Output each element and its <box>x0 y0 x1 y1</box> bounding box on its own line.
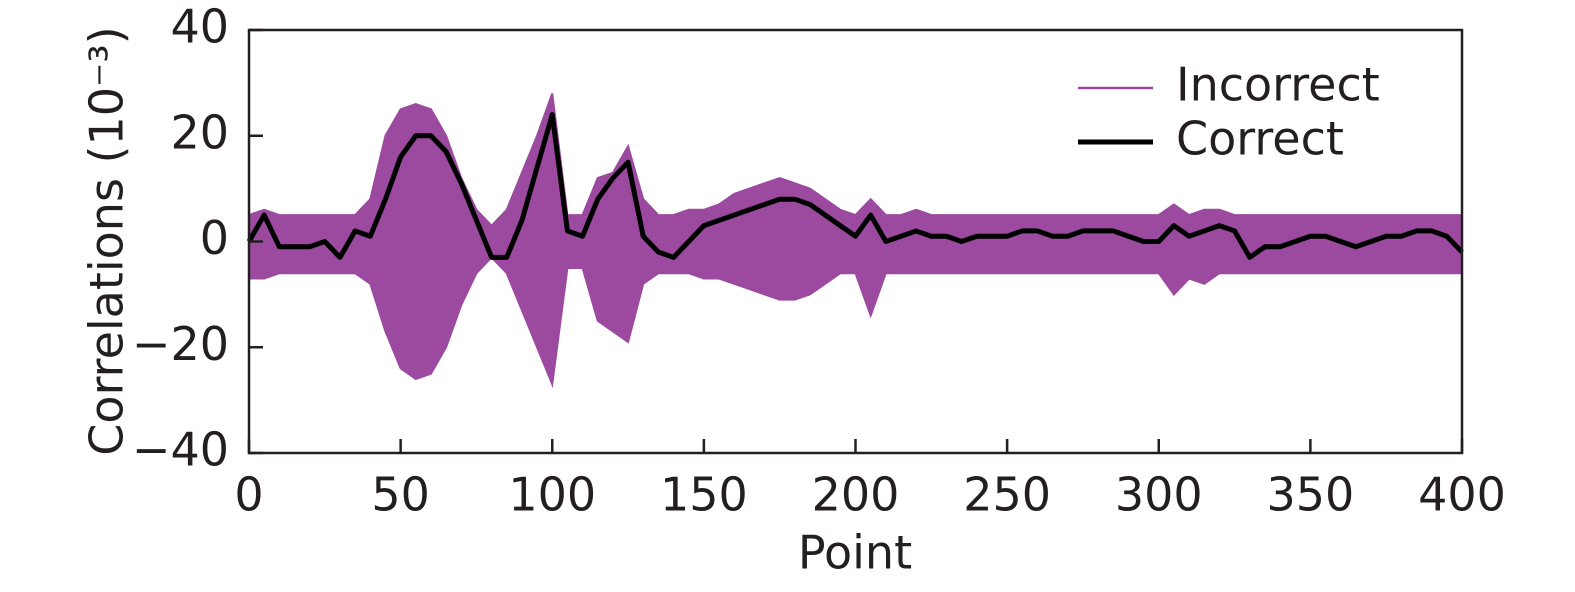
x-tick-label: 400 <box>1418 468 1506 522</box>
x-tick-label: 300 <box>1115 468 1203 522</box>
y-tick-label: −40 <box>132 423 229 477</box>
line <box>246 112 1464 260</box>
x-tick-label: 50 <box>371 468 430 522</box>
x-tick-label: 350 <box>1266 468 1354 522</box>
legend-label: Incorrect <box>1176 58 1380 112</box>
y-tick-label: −20 <box>132 317 229 371</box>
x-tick-label: 250 <box>963 468 1051 522</box>
y-tick-label: 40 <box>170 0 229 54</box>
y-tick-label: 20 <box>170 105 229 159</box>
x-axis-label: Point <box>798 526 912 580</box>
y-tick-label: 0 <box>200 211 229 265</box>
legend-label: Correct <box>1176 112 1344 166</box>
x-tick-label: 0 <box>234 468 263 522</box>
y-axis-label: Correlations (10⁻³) <box>80 26 134 455</box>
x-tick-label: 200 <box>812 468 900 522</box>
x-tick-label: 150 <box>660 468 748 522</box>
x-tick-label: 100 <box>508 468 596 522</box>
